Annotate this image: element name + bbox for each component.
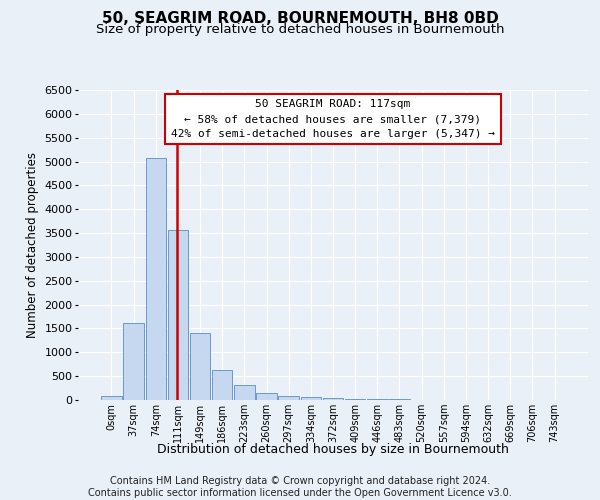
Bar [234, 386, 254, 400]
Bar [278, 396, 299, 400]
Bar [167, 230, 188, 400]
Bar [212, 370, 232, 400]
Bar [345, 398, 365, 400]
Text: Distribution of detached houses by size in Bournemouth: Distribution of detached houses by size … [157, 442, 509, 456]
Text: Contains HM Land Registry data © Crown copyright and database right 2024.
Contai: Contains HM Land Registry data © Crown c… [88, 476, 512, 498]
Y-axis label: Number of detached properties: Number of detached properties [26, 152, 39, 338]
Bar [367, 399, 388, 400]
Bar [124, 322, 144, 400]
Bar [101, 396, 122, 400]
Bar [146, 158, 166, 400]
Text: 50 SEAGRIM ROAD: 117sqm
← 58% of detached houses are smaller (7,379)
42% of semi: 50 SEAGRIM ROAD: 117sqm ← 58% of detache… [171, 100, 495, 139]
Bar [323, 398, 343, 400]
Bar [190, 333, 210, 400]
Text: 50, SEAGRIM ROAD, BOURNEMOUTH, BH8 0BD: 50, SEAGRIM ROAD, BOURNEMOUTH, BH8 0BD [101, 11, 499, 26]
Bar [301, 398, 321, 400]
Bar [256, 394, 277, 400]
Text: Size of property relative to detached houses in Bournemouth: Size of property relative to detached ho… [96, 22, 504, 36]
